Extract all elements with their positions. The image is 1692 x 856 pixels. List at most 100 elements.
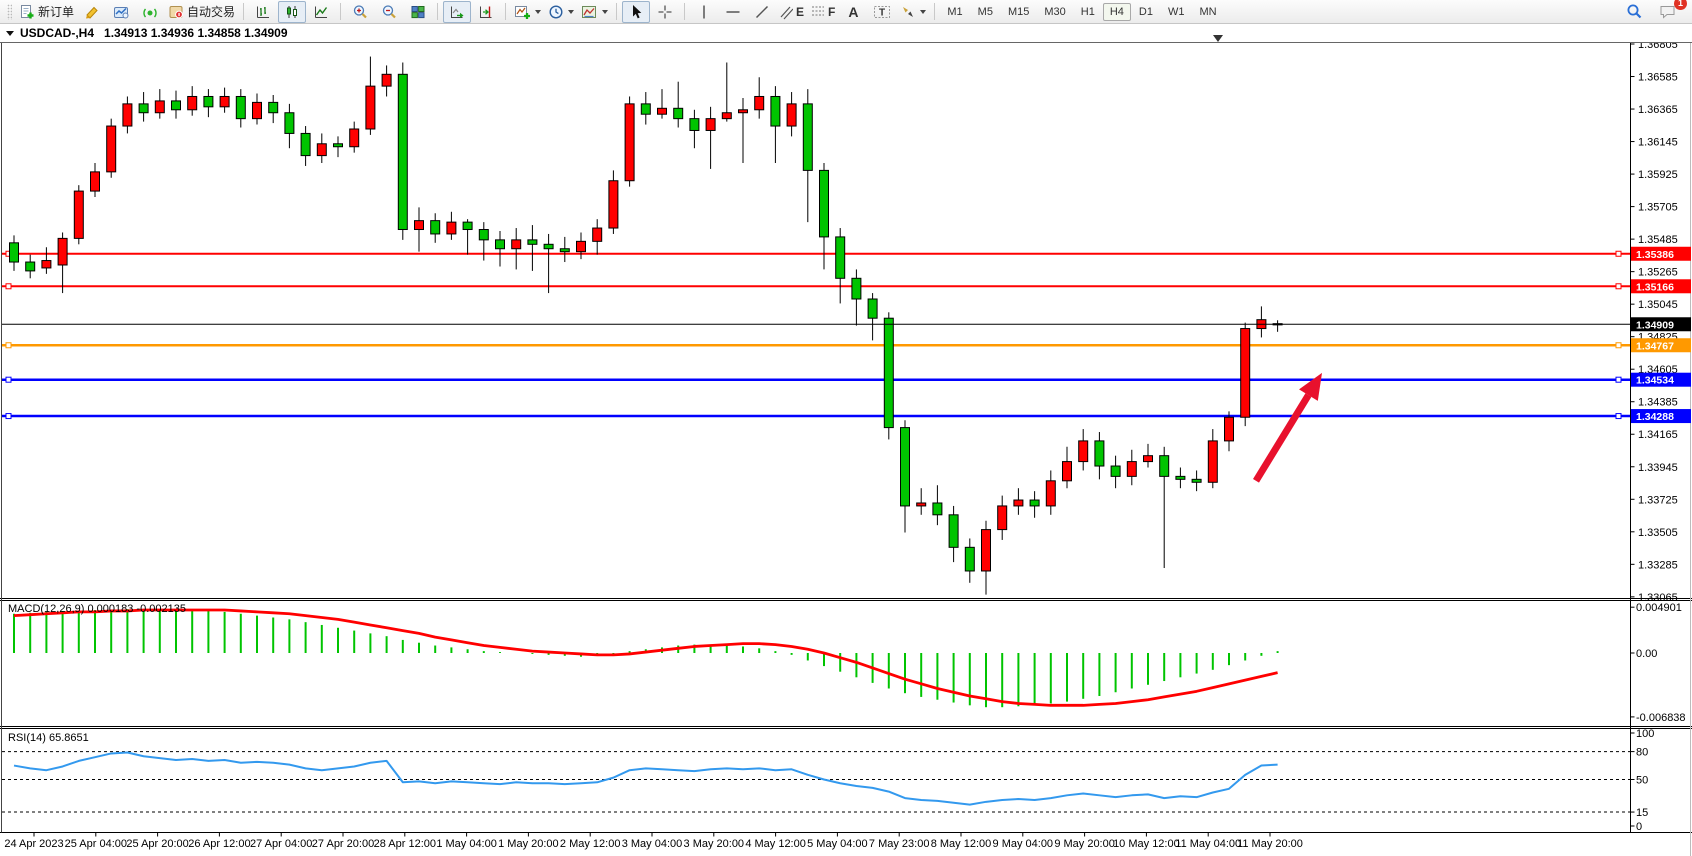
candle-body: [1159, 455, 1170, 477]
timeframe-m30-button[interactable]: M30: [1044, 5, 1066, 18]
hline-handle[interactable]: [5, 413, 12, 420]
price-tick-label: 1.35045: [1638, 299, 1678, 311]
price-tick-label: 1.35925: [1638, 169, 1678, 181]
indicators-button[interactable]: [511, 1, 544, 23]
text-label-icon: T: [874, 5, 891, 18]
hline-handle[interactable]: [5, 342, 12, 349]
hline-price-tag: [1631, 409, 1691, 424]
hline-handle[interactable]: [1615, 250, 1622, 257]
chart-shift-button[interactable]: [472, 1, 500, 23]
candle-body: [932, 502, 943, 516]
hline-1.34288[interactable]: [2, 409, 1691, 424]
price-tick-label: 1.34165: [1638, 429, 1678, 441]
tile-windows-button[interactable]: [404, 1, 432, 23]
macd-tick-label: -0.006838: [1636, 712, 1686, 724]
autoscroll-button[interactable]: [443, 0, 472, 23]
hline-1.34534[interactable]: [2, 372, 1691, 387]
horizontal-line-button[interactable]: [719, 1, 747, 23]
hline-handle[interactable]: [1615, 413, 1622, 420]
cursor-arrow-icon: [633, 4, 642, 18]
zoom-in-button[interactable]: [346, 1, 374, 23]
notifications-button[interactable]: 1: [1654, 0, 1687, 23]
hline-handle[interactable]: [1615, 342, 1622, 349]
candle-body: [511, 239, 522, 250]
date-label: 3 May 20:00: [684, 838, 745, 850]
crayon-button[interactable]: [78, 1, 106, 23]
timeframe-m15-button[interactable]: M15: [1007, 5, 1030, 18]
search-icon: [1627, 4, 1641, 19]
timeframe-h1-button[interactable]: H1: [1080, 5, 1095, 18]
search-button[interactable]: [1620, 1, 1648, 23]
templates-button[interactable]: [578, 1, 611, 23]
date-label: 8 May 12:00: [931, 838, 992, 850]
trendline-button[interactable]: [748, 1, 776, 23]
hline-handle[interactable]: [5, 283, 12, 290]
line-chart-button[interactable]: [307, 1, 335, 23]
chart-shift-marker[interactable]: [1213, 35, 1223, 42]
new-order-button[interactable]: 新订单: [16, 1, 77, 23]
hline-handle[interactable]: [5, 376, 12, 383]
vertical-line-button[interactable]: [690, 1, 718, 23]
zoom-out-button[interactable]: [375, 1, 403, 23]
current-price-tag: [1631, 317, 1691, 332]
arrows-button[interactable]: [897, 1, 929, 23]
candle-body: [235, 95, 246, 120]
chart-titlebar[interactable]: USDCAD-,H4 1.34913 1.34936 1.34858 1.349…: [0, 24, 1692, 43]
hline-handle[interactable]: [1615, 376, 1622, 383]
candle-body: [608, 180, 619, 229]
timeframe-m5-button[interactable]: M5: [977, 5, 993, 18]
macd-label: MACD(12,26,9) 0.000183 -0.002135: [8, 603, 186, 615]
text-button[interactable]: A: [839, 1, 867, 23]
timeframe-w1-button[interactable]: W1: [1167, 5, 1185, 18]
candle-body: [495, 239, 505, 250]
candle-body: [430, 220, 441, 235]
text-label-button[interactable]: T: [868, 1, 896, 23]
chart-dropdown-icon[interactable]: [6, 30, 14, 36]
chart-shift-icon: [480, 6, 492, 18]
candle-body: [867, 298, 878, 319]
date-label: 10 May 12:00: [1113, 838, 1180, 850]
timeframe-mn-button[interactable]: MN: [1199, 5, 1217, 18]
charts-community-button[interactable]: [107, 1, 135, 23]
chart-quote-ohlc: 1.34913 1.34936 1.34858 1.34909: [104, 26, 288, 40]
line-chart-icon: [315, 6, 328, 18]
crosshair-button[interactable]: [651, 1, 679, 23]
periods-caret-icon: [568, 9, 575, 14]
price-tick-label: 1.33945: [1638, 462, 1678, 474]
crosshair-icon: [658, 5, 672, 18]
candle-body: [1045, 480, 1056, 507]
toolbar-grip[interactable]: [7, 3, 12, 20]
svg-text:T: T: [879, 7, 885, 18]
candlestick-chart-button[interactable]: [278, 0, 307, 23]
equidistant-channel-button[interactable]: E: [777, 1, 807, 23]
candle-body: [397, 73, 408, 231]
date-label: 1 May 04:00: [436, 838, 497, 850]
candle-body: [673, 107, 684, 120]
hline-price-tag: [1631, 246, 1691, 261]
macd-tick-label: 0.004901: [1636, 602, 1682, 614]
timeframe-m1-button[interactable]: M1: [947, 5, 963, 18]
hline-handle[interactable]: [1615, 283, 1622, 290]
candle-body: [738, 109, 748, 114]
trendline-icon: [756, 5, 769, 18]
hline-price-tag: [1631, 279, 1691, 294]
bar-chart-button[interactable]: [249, 1, 277, 23]
fibonacci-button[interactable]: F: [808, 1, 838, 23]
cursor-button[interactable]: [622, 0, 651, 23]
candle-body: [964, 546, 975, 572]
hline-1.35166[interactable]: [2, 279, 1691, 294]
date-label: 1 May 20:00: [498, 838, 559, 850]
chart-canvas[interactable]: 1.36805 1.36585 1.36365 1.36145 1.35925 1.357…: [0, 43, 1692, 856]
hline-1.34767[interactable]: [2, 338, 1691, 353]
hline-1.35386[interactable]: [2, 246, 1691, 261]
timeframe-h4-button[interactable]: H4: [1102, 2, 1131, 21]
date-label: 24 Apr 2023: [4, 838, 63, 850]
autotrading-button[interactable]: 自动交易: [165, 1, 238, 23]
annotation-arrow[interactable]: [1253, 372, 1322, 483]
periods-button[interactable]: [545, 1, 577, 23]
signal-button[interactable]: [136, 1, 164, 23]
hline-price-tag: [1631, 372, 1691, 387]
candle-body: [268, 101, 279, 114]
timeframe-d1-button[interactable]: D1: [1138, 5, 1153, 18]
macd-signal-line: [13, 608, 1278, 707]
